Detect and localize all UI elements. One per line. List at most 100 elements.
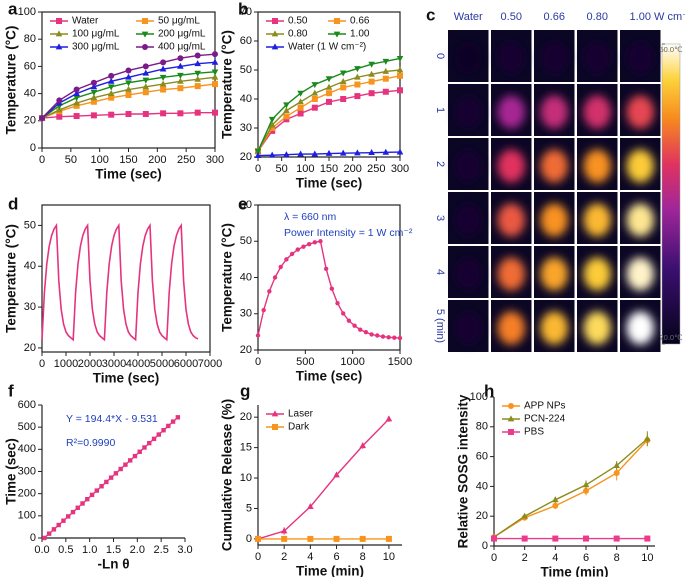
marker (368, 61, 375, 68)
marker (397, 87, 403, 94)
y-tick-label: 10 (240, 472, 252, 484)
x-tick-label: 1000 (54, 358, 78, 370)
legend-marker (507, 415, 515, 422)
thermal-spot (497, 257, 526, 291)
marker (107, 84, 115, 91)
row-label: 1 (434, 107, 446, 113)
y-axis-title: Temperature (°C) (4, 26, 19, 135)
marker (289, 251, 295, 257)
marker (159, 74, 167, 81)
panel-letter: b (238, 0, 248, 18)
marker (255, 333, 261, 338)
legend-label: Laser (288, 409, 314, 420)
x-tick-label: 2 (522, 552, 528, 564)
x-axis-title: Time (min) (540, 565, 608, 577)
marker (363, 330, 369, 335)
marker (75, 505, 80, 510)
marker (284, 257, 289, 262)
x-axis-title: Time (sec) (93, 371, 160, 386)
y-tick-label: 60 (240, 199, 252, 211)
marker (127, 458, 133, 463)
x-tick-label: 6000 (174, 358, 198, 370)
column-label: 1.00 (630, 11, 651, 23)
marker (297, 98, 304, 105)
x-tick-label: 6 (583, 552, 589, 564)
panel-letter: h (484, 381, 494, 400)
y-tick-label: 70 (240, 6, 252, 18)
legend-label: 50 μg/mL (158, 16, 200, 27)
marker (73, 90, 80, 96)
marker (333, 535, 340, 542)
marker (382, 148, 390, 155)
y-axis-title: Relative SOSG intensity (456, 394, 471, 548)
y-tick-label: 5 (246, 502, 252, 514)
marker (354, 66, 361, 73)
marker (125, 85, 132, 92)
thermal-spot (497, 149, 526, 183)
legend-marker (272, 18, 278, 24)
y-tick-label: 60 (476, 451, 488, 463)
legend-marker (141, 31, 149, 38)
marker (142, 69, 150, 76)
marker (73, 86, 80, 93)
marker (80, 501, 85, 506)
marker (339, 70, 347, 77)
marker (177, 55, 184, 62)
marker (382, 75, 389, 82)
thermal-spot (626, 311, 655, 345)
marker (194, 109, 201, 116)
marker (125, 91, 132, 98)
marker (125, 80, 132, 87)
y-tick-label: 30 (24, 301, 36, 313)
marker (194, 83, 201, 90)
marker (297, 150, 304, 157)
marker (177, 62, 184, 69)
legend-label: 0.66 (350, 16, 370, 27)
marker (280, 527, 288, 534)
marker (56, 97, 63, 104)
y-axis-title: Time (sec) (4, 438, 19, 505)
marker (261, 307, 266, 313)
x-tick-label: 1500 (388, 356, 412, 368)
marker (283, 102, 290, 109)
marker (301, 244, 306, 249)
marker (583, 487, 589, 494)
x-tick-label: 250 (367, 163, 385, 175)
legend-label: Water (72, 16, 99, 27)
marker (177, 77, 184, 84)
x-tick-label: 100 (296, 163, 314, 175)
marker (354, 93, 361, 100)
y-tick-label: 40 (240, 93, 252, 105)
marker (354, 149, 361, 156)
marker (323, 266, 329, 271)
marker (99, 484, 104, 489)
thermal-spot (497, 41, 526, 75)
thermal-spot (583, 149, 612, 183)
marker (325, 149, 333, 156)
annotation: R²=0.9990 (66, 437, 115, 449)
y-tick-label: 50 (240, 64, 252, 76)
x-tick-label: 0 (255, 551, 261, 563)
legend-marker (271, 43, 279, 50)
marker (73, 102, 80, 109)
marker (194, 75, 201, 82)
thermal-spot (583, 41, 612, 75)
marker (268, 121, 276, 128)
x-tick-label: 0.5 (58, 544, 73, 556)
marker (90, 112, 97, 119)
marker (194, 52, 201, 59)
marker (268, 151, 276, 158)
marker (368, 149, 375, 156)
legend-marker (142, 18, 148, 24)
series-line (257, 240, 401, 339)
marker (125, 111, 132, 117)
x-tick-label: 50 (276, 163, 288, 175)
x-axis-title: Time (sec) (296, 369, 363, 384)
y-tick-label: 20 (476, 510, 488, 522)
y-tick-label: 200 (18, 488, 36, 500)
marker (582, 481, 590, 488)
legend-label: Dark (288, 422, 310, 433)
marker (340, 84, 347, 91)
y-tick-label: 50 (24, 219, 36, 231)
